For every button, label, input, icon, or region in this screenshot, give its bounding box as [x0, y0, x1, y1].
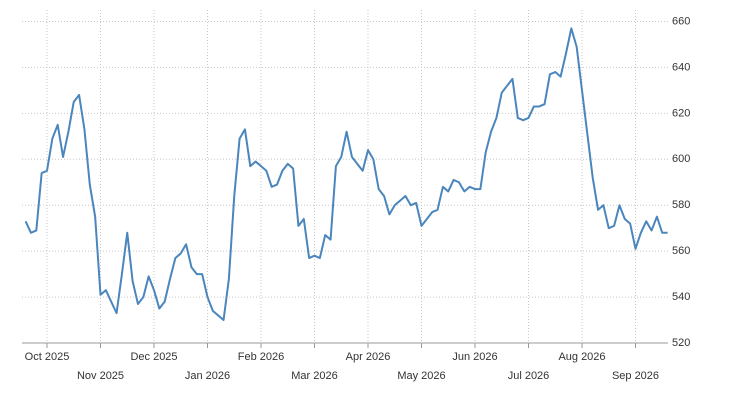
y-tick-label: 580	[672, 199, 690, 211]
x-tick-label: Apr 2026	[346, 351, 391, 363]
y-tick-label: 600	[672, 153, 690, 165]
x-tick-label: Jan 2026	[185, 370, 230, 382]
x-tick-label: Nov 2025	[77, 370, 124, 382]
y-tick-label: 620	[672, 107, 690, 119]
x-tick-label: Sep 2026	[612, 370, 659, 382]
x-tick-label: Mar 2026	[291, 370, 337, 382]
x-tick-label: Dec 2025	[130, 351, 177, 363]
y-tick-label: 520	[672, 337, 690, 349]
y-tick-label: 540	[672, 291, 690, 303]
x-tick-label: Jun 2026	[452, 351, 497, 363]
x-tick-label: Feb 2026	[238, 351, 284, 363]
x-tick-label: Jul 2026	[508, 370, 550, 382]
x-tick-label: Aug 2026	[558, 351, 605, 363]
y-tick-label: 640	[672, 61, 690, 73]
price-line	[24, 27, 668, 322]
x-tick-label: Oct 2025	[25, 351, 70, 363]
y-tick-label: 660	[672, 15, 690, 27]
x-tick-label: May 2026	[397, 370, 445, 382]
y-tick-label: 560	[672, 245, 690, 257]
